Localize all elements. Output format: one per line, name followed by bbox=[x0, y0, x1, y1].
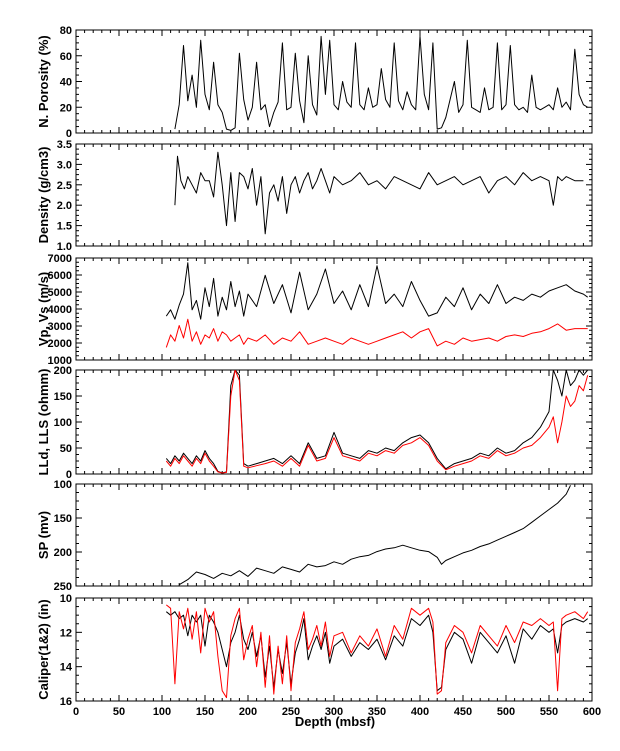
x-tick-label: 250 bbox=[282, 706, 300, 718]
y-tick-label: 10 bbox=[60, 593, 72, 605]
y-tick-label: 1.5 bbox=[57, 221, 72, 233]
y-tick-label: 2000 bbox=[48, 338, 72, 350]
y-tick-label: 2.5 bbox=[57, 180, 72, 192]
y-axis-title: LLd, LLS (ohmm) bbox=[36, 369, 51, 476]
panel-6: 10 12 14 16 Caliper(1&2) (in) bbox=[36, 593, 593, 708]
y-tick-label: 4000 bbox=[48, 304, 72, 316]
panel-frame bbox=[75, 29, 593, 134]
series-line-red bbox=[165, 370, 589, 474]
y-tick-label: 6000 bbox=[48, 270, 72, 282]
y-tick-label: 150 bbox=[54, 391, 72, 403]
x-tick-label: 200 bbox=[239, 706, 257, 718]
x-tick-label: 400 bbox=[411, 706, 429, 718]
y-tick-label: 14 bbox=[60, 662, 73, 674]
y-tick-label: 100 bbox=[54, 417, 72, 429]
panel-5: 100 150 200 250 SP (mv) bbox=[36, 479, 593, 593]
y-tick-label: 40 bbox=[60, 77, 72, 89]
y-tick-label: 150 bbox=[54, 513, 72, 525]
y-tick-label: 3.0 bbox=[57, 159, 72, 171]
y-axis-title: Density (g/cm3) bbox=[36, 147, 51, 244]
y-tick-label: 20 bbox=[60, 102, 72, 114]
y-tick-label: 100 bbox=[54, 479, 72, 491]
y-tick-label: 0 bbox=[66, 128, 72, 140]
depth-axis: 0 50 100 150 200 250 300 350 400 450 500 550 600 bbox=[73, 706, 601, 718]
y-tick-label: 200 bbox=[54, 547, 72, 559]
panel-frame bbox=[75, 143, 593, 247]
y-axis-title: N. Porosity (%) bbox=[36, 35, 51, 127]
y-tick-label: 80 bbox=[60, 25, 72, 37]
panel-frame bbox=[75, 369, 593, 475]
y-tick-label: 0 bbox=[66, 469, 72, 481]
x-tick-label: 50 bbox=[113, 706, 125, 718]
series-line-black bbox=[174, 151, 584, 235]
panel-frame bbox=[75, 257, 593, 361]
x-tick-label: 600 bbox=[583, 706, 601, 718]
y-axis-title: Caliper(1&2) (in) bbox=[36, 599, 51, 699]
y-axis-title: SP (mv) bbox=[36, 511, 51, 559]
series-line-black bbox=[165, 262, 588, 320]
x-tick-label: 0 bbox=[73, 706, 79, 718]
y-tick-label: 5000 bbox=[48, 287, 72, 299]
series-line-black bbox=[165, 611, 589, 692]
series-line-black bbox=[165, 370, 589, 474]
log-panels: 0 20 40 60 80 N. Porosity (%) 1.0 1.5 2.0 2.5 3.0 3… bbox=[36, 25, 593, 708]
y-tick-label: 60 bbox=[60, 51, 72, 63]
series-line-black bbox=[178, 485, 571, 586]
panel-frame bbox=[75, 597, 593, 702]
series-line-red bbox=[165, 604, 589, 699]
y-tick-label: 2.0 bbox=[57, 200, 72, 212]
x-tick-label: 100 bbox=[153, 706, 171, 718]
x-tick-label: 150 bbox=[196, 706, 214, 718]
x-tick-label: 550 bbox=[540, 706, 558, 718]
y-tick-label: 250 bbox=[54, 581, 72, 593]
x-tick-label: 450 bbox=[454, 706, 472, 718]
y-tick-label: 12 bbox=[60, 627, 72, 639]
y-tick-label: 200 bbox=[54, 365, 72, 377]
panel-2: 1.0 1.5 2.0 2.5 3.0 3.5 Density (g/cm3) bbox=[36, 139, 593, 253]
panel-1: 0 20 40 60 80 N. Porosity (%) bbox=[36, 25, 593, 140]
series-line-red bbox=[165, 318, 588, 348]
y-tick-label: 3000 bbox=[48, 321, 72, 333]
y-tick-label: 1000 bbox=[48, 355, 72, 367]
y-axis-title: Vp, Vs (m/s) bbox=[36, 272, 51, 346]
y-tick-label: 16 bbox=[60, 696, 72, 708]
y-tick-label: 50 bbox=[60, 443, 72, 455]
x-tick-label: 500 bbox=[497, 706, 515, 718]
x-tick-label: 300 bbox=[325, 706, 343, 718]
panel-frame bbox=[75, 483, 593, 587]
series-line-black bbox=[174, 35, 588, 131]
y-tick-label: 1.0 bbox=[57, 241, 72, 253]
x-tick-label: 350 bbox=[368, 706, 386, 718]
panel-3: 1000 2000 3000 4000 5000 6000 7000 Vp, Vs (m/s) bbox=[36, 253, 593, 367]
y-tick-label: 3.5 bbox=[57, 139, 72, 151]
x-axis-title: Depth (mbsf) bbox=[295, 714, 375, 729]
y-tick-label: 7000 bbox=[48, 253, 72, 265]
